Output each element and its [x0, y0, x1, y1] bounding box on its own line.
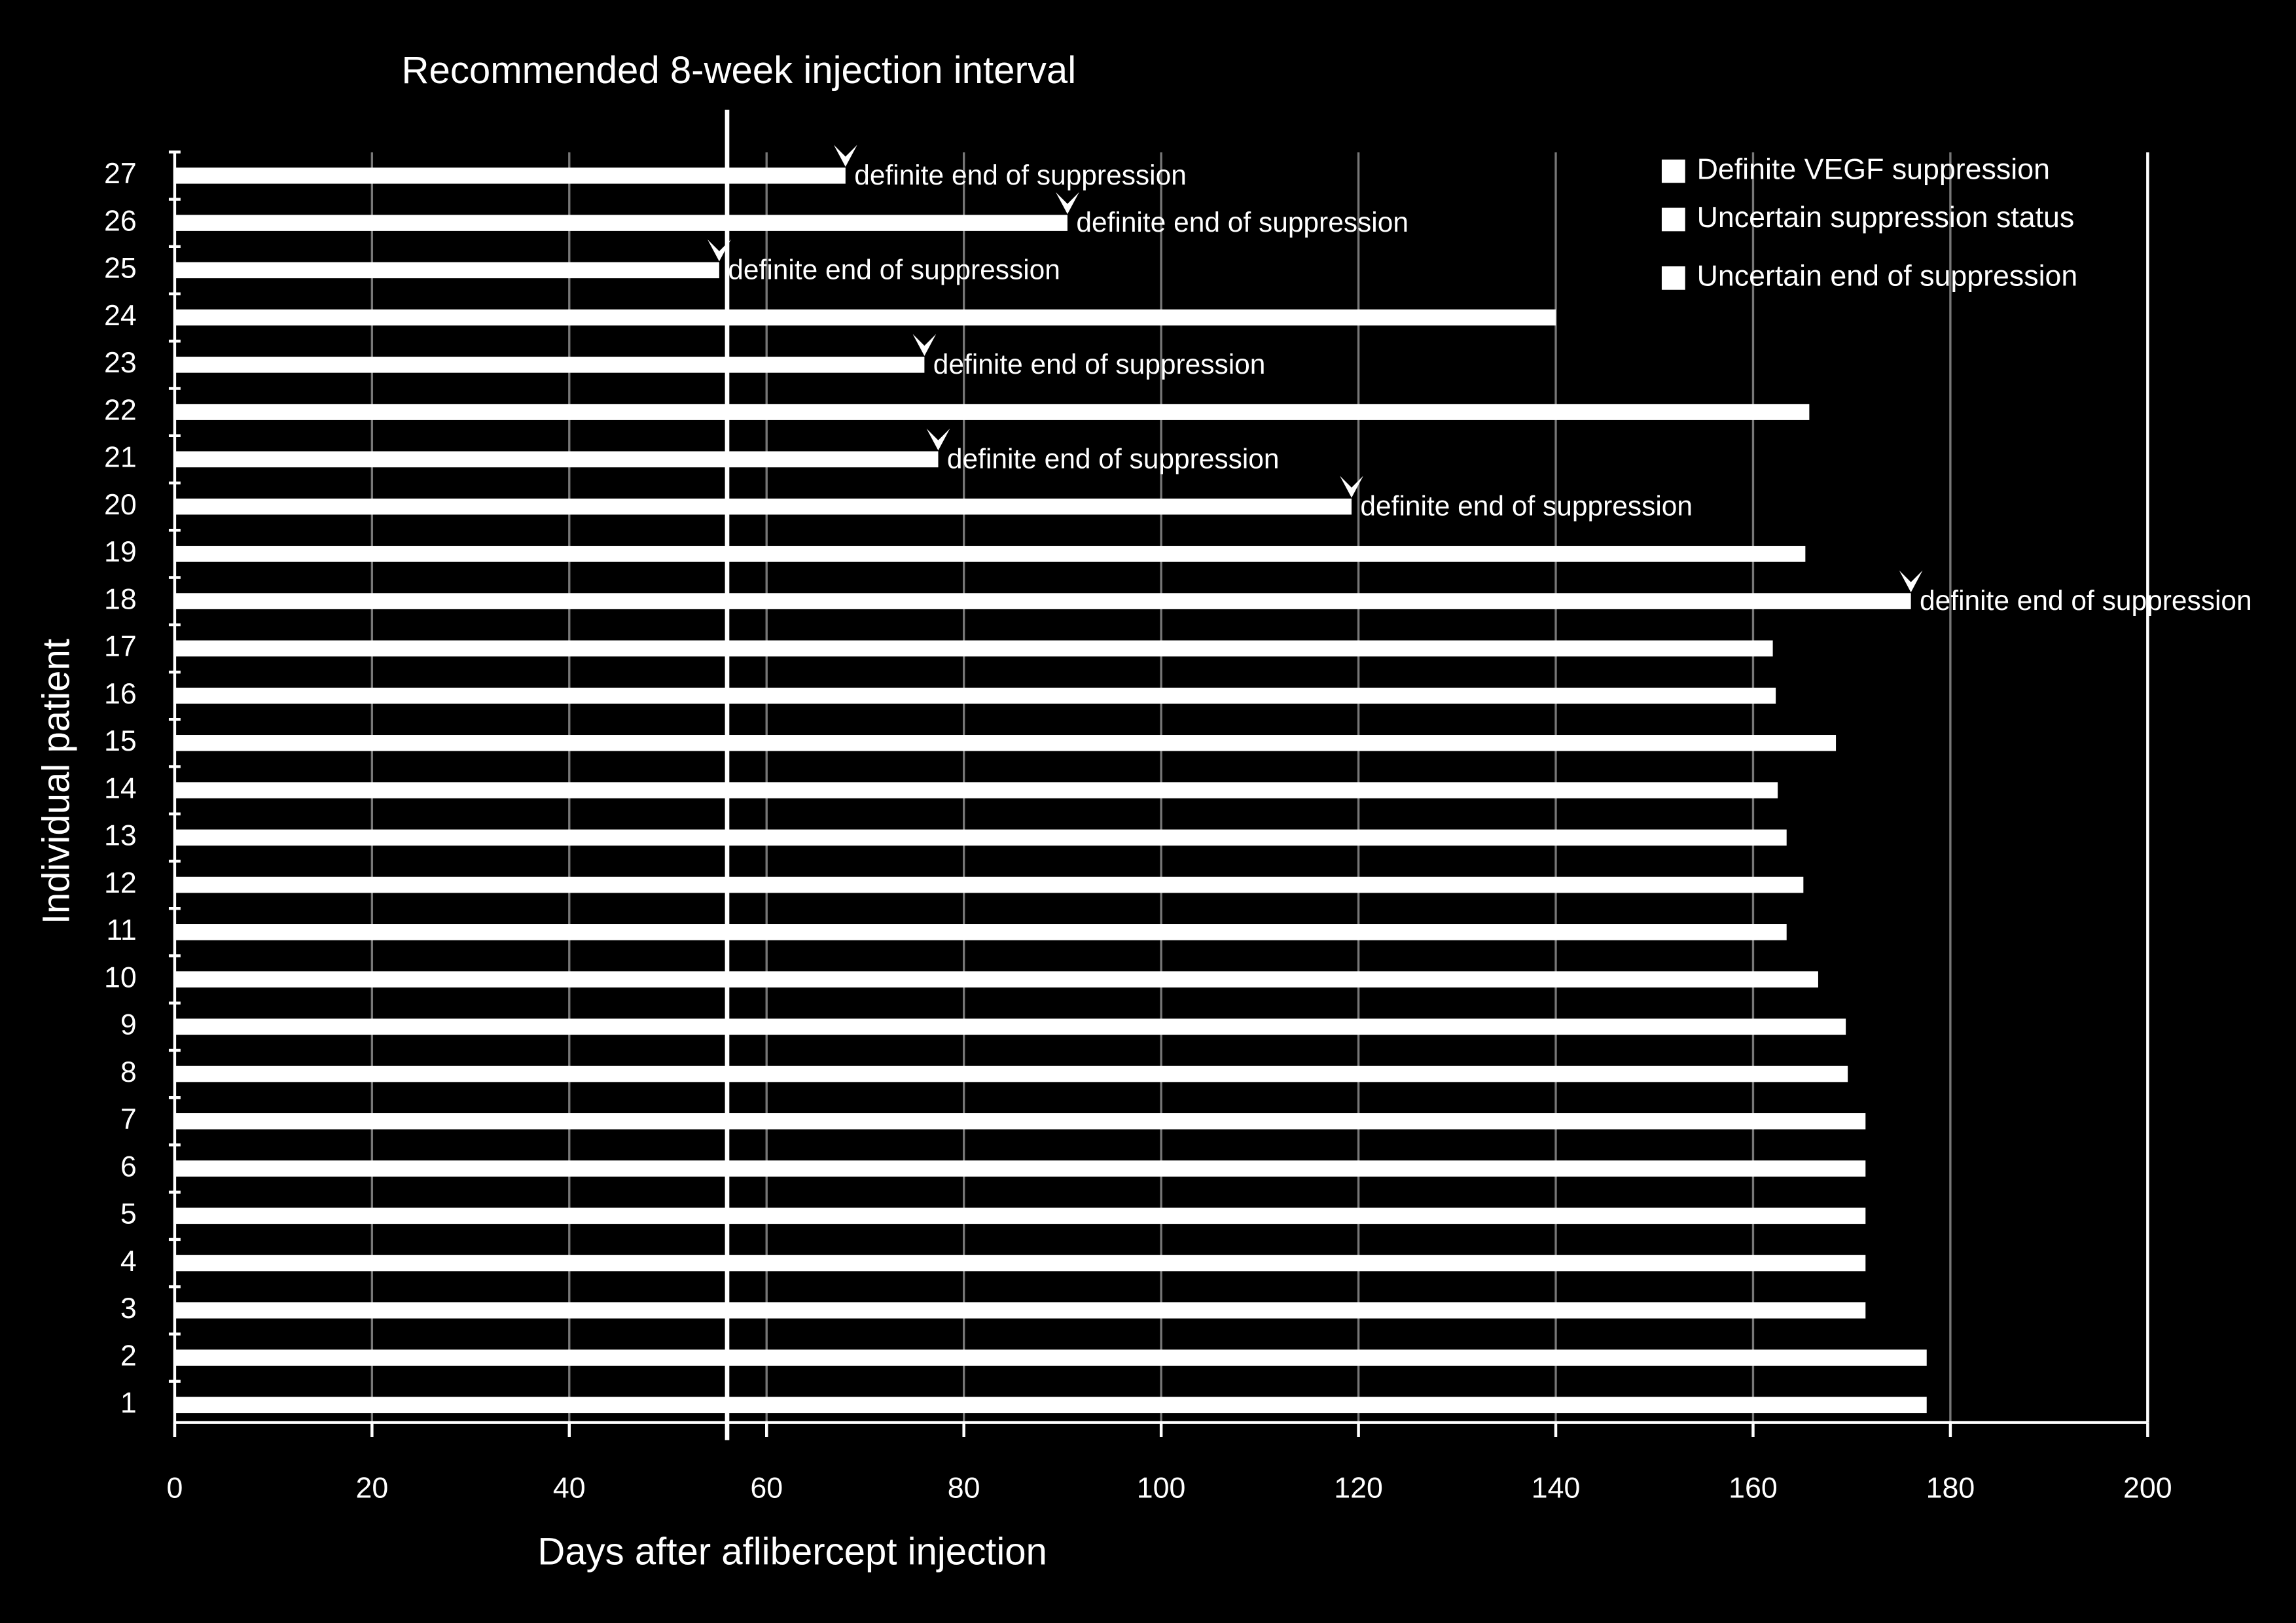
bar: [174, 357, 925, 373]
annotation-arrow: [926, 428, 950, 451]
annotation-arrow: [912, 334, 937, 356]
y-tick-label: 6: [120, 1150, 137, 1183]
y-tick-label: 8: [120, 1056, 137, 1088]
annotation-text: definite end of suppression: [1920, 586, 2252, 616]
annotation-text: definite end of suppression: [933, 349, 1266, 380]
bar: [174, 1349, 1927, 1366]
y-tick-label: 9: [120, 1009, 137, 1041]
bar: [174, 262, 719, 279]
annotation-text: definite end of suppression: [728, 255, 1060, 285]
bar: [174, 498, 1352, 515]
legend-label: Definite VEGF suppression: [1697, 153, 2050, 185]
x-tick-label: 100: [1137, 1472, 1186, 1504]
x-tick-label: 0: [166, 1472, 183, 1504]
annotation-arrow: [833, 145, 857, 167]
bar: [174, 1207, 1866, 1224]
bar: [174, 1255, 1866, 1272]
bar: [174, 924, 1787, 940]
x-tick-label: 60: [750, 1472, 783, 1504]
bar: [174, 735, 1837, 751]
annotation-arrow: [1340, 476, 1363, 498]
y-tick-label: 16: [104, 678, 137, 710]
annotation-arrow: [1056, 192, 1079, 215]
y-tick-label: 10: [104, 961, 137, 993]
y-tick-label: 26: [104, 205, 137, 237]
annotation-arrow: [707, 239, 731, 262]
bar: [174, 215, 1067, 231]
y-tick-label: 4: [120, 1245, 137, 1277]
legend-label: Uncertain end of suppression: [1697, 260, 2078, 293]
legend-swatch: [1661, 207, 1685, 232]
y-tick-label: 22: [104, 394, 137, 426]
legend-swatch: [1661, 266, 1685, 290]
y-tick-label: 25: [104, 253, 137, 285]
y-tick-label: 2: [120, 1340, 137, 1372]
bar: [174, 640, 1773, 657]
y-tick-label: 18: [104, 583, 137, 615]
y-tick-label: 7: [120, 1103, 137, 1135]
y-tick-label: 1: [120, 1387, 137, 1419]
bar: [174, 1018, 1846, 1035]
x-tick-label: 160: [1729, 1472, 1778, 1504]
x-tick-label: 180: [1926, 1472, 1975, 1504]
bar: [174, 593, 1911, 609]
y-tick-label: 12: [104, 867, 137, 899]
legend-swatch: [1661, 159, 1685, 183]
bar: [174, 451, 939, 468]
bar: [174, 1160, 1866, 1177]
y-tick-label: 3: [120, 1293, 137, 1325]
bar: [174, 876, 1804, 893]
y-axis-title: Individual patient: [35, 639, 78, 924]
y-tick-label: 15: [104, 725, 137, 757]
bar: [174, 546, 1806, 562]
bar: [174, 1113, 1866, 1130]
annotation-text: definite end of suppression: [947, 444, 1280, 474]
x-tick-label: 40: [553, 1472, 586, 1504]
bar: [174, 782, 1778, 798]
bar: [174, 829, 1787, 846]
y-tick-label: 20: [104, 489, 137, 521]
x-tick-label: 200: [2123, 1472, 2172, 1504]
x-tick-label: 80: [948, 1472, 980, 1504]
bar: [174, 971, 1818, 988]
annotation-arrow: [1899, 570, 1923, 593]
bar: [174, 687, 1776, 704]
bar: [174, 1065, 1848, 1082]
x-tick-label: 120: [1334, 1472, 1383, 1504]
bar: [174, 168, 846, 184]
y-tick-label: 24: [104, 300, 137, 332]
y-tick-label: 5: [120, 1198, 137, 1230]
x-tick-label: 140: [1532, 1472, 1581, 1504]
bar: [174, 1397, 1927, 1414]
reference-line-label: Recommended 8-week injection interval: [402, 49, 1077, 92]
x-tick-label: 20: [355, 1472, 388, 1504]
x-axis-title: Days after aflibercept injection: [537, 1530, 1047, 1573]
y-tick-label: 11: [106, 914, 136, 946]
legend-label: Uncertain suppression status: [1697, 202, 2075, 234]
y-tick-label: 17: [104, 631, 137, 663]
y-tick-label: 19: [104, 536, 137, 568]
y-tick-label: 13: [104, 820, 137, 852]
annotation-text: definite end of suppression: [1076, 207, 1408, 238]
y-tick-label: 14: [104, 772, 137, 804]
bar: [174, 404, 1810, 420]
annotation-text: definite end of suppression: [1360, 491, 1693, 522]
annotation-text: definite end of suppression: [854, 160, 1187, 191]
bar: [174, 309, 1556, 326]
y-tick-label: 21: [104, 442, 137, 474]
bar: [174, 1302, 1866, 1319]
y-tick-label: 27: [104, 158, 137, 190]
y-tick-label: 23: [104, 347, 137, 379]
